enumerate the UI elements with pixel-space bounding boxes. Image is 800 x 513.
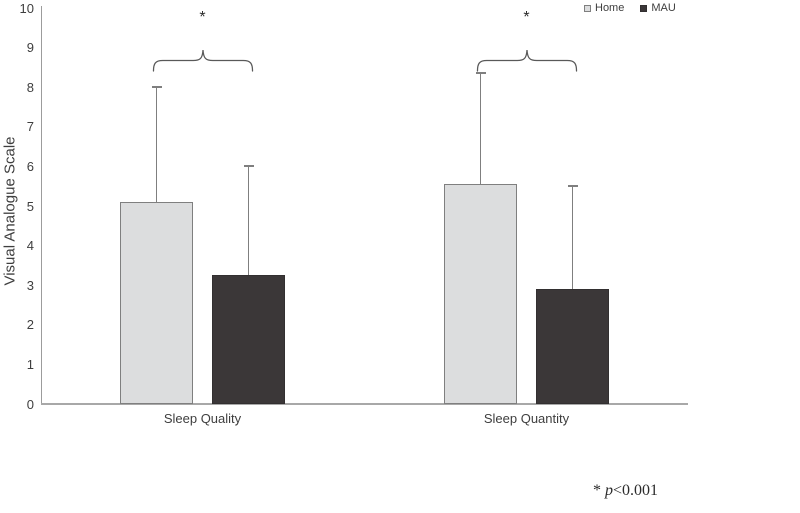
home-bar	[120, 202, 193, 404]
home-bar	[444, 184, 517, 404]
y-tick-label: 1	[26, 356, 34, 372]
y-tick-label: 2	[26, 317, 34, 333]
y-tick-label: 6	[26, 158, 34, 174]
error-bar-cap	[567, 185, 578, 188]
legend-item-home: Home	[584, 2, 624, 14]
legend-item-mau: MAU	[640, 2, 676, 14]
footnote-asterisk: *	[593, 482, 601, 499]
home-series-swatch-icon	[584, 4, 591, 12]
significance-asterisk: *	[199, 9, 206, 26]
category-label: Sleep Quantity	[483, 411, 570, 426]
error-bar-cap	[151, 86, 162, 89]
y-tick-label: 7	[26, 119, 34, 135]
y-tick-label: 9	[26, 40, 34, 56]
significance-asterisk: *	[523, 9, 530, 26]
legend-label-mau: MAU	[651, 2, 676, 14]
error-bar-line	[572, 186, 573, 290]
mau-series-swatch-icon	[640, 4, 648, 12]
footnote-p-symbol: p	[605, 482, 613, 499]
y-tick-label: 4	[26, 238, 34, 254]
mau-bar	[212, 275, 285, 404]
error-bar-cap	[475, 72, 486, 75]
mau-bar	[536, 289, 609, 404]
y-axis-line	[41, 6, 42, 404]
y-tick-label: 8	[26, 79, 34, 95]
y-tick-label: 3	[26, 277, 34, 293]
y-tick-label: 5	[26, 198, 34, 214]
error-bar-cap	[243, 165, 254, 168]
y-tick-label: 0	[26, 396, 34, 412]
significance-bracket	[476, 44, 578, 72]
y-tick-label: 10	[19, 0, 34, 16]
category-label: Sleep Quality	[163, 411, 242, 426]
legend: Home MAU	[584, 2, 676, 14]
footnote-p-value: <0.001	[613, 482, 659, 499]
error-bar-line	[156, 87, 157, 203]
error-bar-line	[248, 166, 249, 276]
x-axis-line	[41, 403, 688, 405]
curly-brace-icon	[476, 49, 577, 72]
significance-footnote: * p<0.001	[593, 482, 658, 500]
error-bar-line	[480, 73, 481, 185]
curly-brace-icon	[152, 49, 253, 72]
legend-label-home: Home	[595, 2, 625, 14]
significance-bracket	[152, 44, 254, 72]
